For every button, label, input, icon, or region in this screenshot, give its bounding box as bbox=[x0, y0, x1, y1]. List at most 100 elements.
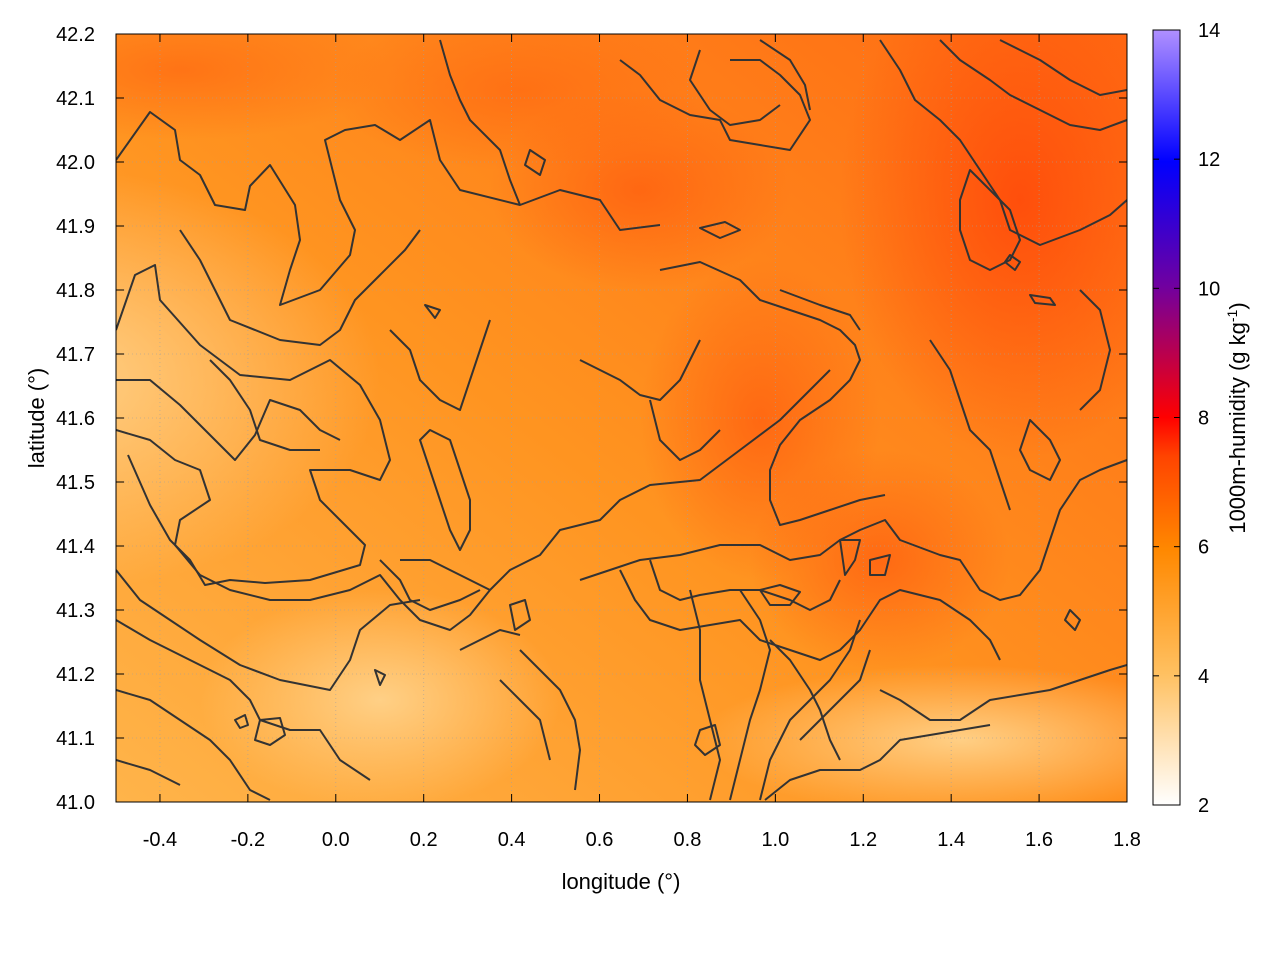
contour-line-30 bbox=[459, 629, 521, 651]
contour-line-24 bbox=[759, 619, 861, 801]
y-tick-label-7: 41.7 bbox=[56, 344, 95, 366]
contour-line-27 bbox=[764, 724, 991, 801]
x-tick-label-5: 0.6 bbox=[586, 829, 614, 851]
contour-line-41 bbox=[1079, 289, 1111, 411]
contour-line-22 bbox=[729, 589, 771, 801]
contour-line-25 bbox=[799, 649, 871, 741]
field-patch-5 bbox=[750, 450, 1010, 670]
contour-line-15 bbox=[999, 39, 1127, 96]
contour-line-46 bbox=[759, 584, 801, 606]
contour-line-10 bbox=[619, 59, 811, 151]
cbar-tick-label-2: 6 bbox=[1198, 537, 1209, 559]
humidity-contours bbox=[116, 39, 1127, 801]
contour-line-33 bbox=[419, 429, 471, 551]
contour-line-4 bbox=[116, 369, 831, 631]
field-patch-6 bbox=[116, 34, 390, 140]
contour-line-29 bbox=[499, 679, 551, 761]
field-patch-1 bbox=[200, 590, 560, 802]
y-tick-label-11: 42.1 bbox=[56, 88, 95, 110]
colorbar-label: 1000m-humidity (g kg-1) bbox=[1224, 302, 1250, 533]
contour-line-28 bbox=[519, 649, 581, 791]
contour-line-20 bbox=[619, 569, 1001, 661]
cbar-tick-label-1: 4 bbox=[1198, 666, 1209, 688]
x-tick-label-11: 1.8 bbox=[1113, 829, 1141, 851]
x-axis-label: longitude (°) bbox=[562, 869, 681, 894]
colorbar-ticks: 2 4 6 8 10 12 14 bbox=[1153, 20, 1220, 817]
contour-line-35 bbox=[579, 339, 701, 401]
field-patch-3 bbox=[840, 34, 1127, 460]
cbar-tick-label-4: 10 bbox=[1198, 278, 1220, 300]
contour-line-11 bbox=[689, 49, 781, 126]
x-tick-label-4: 0.4 bbox=[498, 829, 526, 851]
y-tick-label-9: 41.9 bbox=[56, 216, 95, 238]
colorbar-label-text: 1000m-humidity (g kg bbox=[1225, 322, 1250, 534]
contour-line-32 bbox=[400, 559, 491, 591]
y-tick-label-3: 41.3 bbox=[56, 600, 95, 622]
contour-line-26 bbox=[879, 664, 1127, 721]
contour-line-51 bbox=[509, 599, 531, 631]
x-tick-label-2: 0.0 bbox=[322, 829, 350, 851]
x-tick-label-3: 0.2 bbox=[410, 829, 438, 851]
contour-line-5 bbox=[116, 569, 421, 691]
contour-line-38 bbox=[959, 169, 1021, 271]
x-tick-label-0: -0.4 bbox=[143, 829, 177, 851]
contour-line-17 bbox=[779, 289, 861, 331]
y-tick-label-10: 42.0 bbox=[56, 152, 95, 174]
contour-line-43 bbox=[699, 221, 741, 239]
cbar-tick-label-3: 8 bbox=[1198, 408, 1209, 430]
contour-line-16 bbox=[659, 261, 886, 526]
contour-line-14 bbox=[939, 39, 1127, 131]
y-axis-ticks: 41.0 41.1 41.2 41.3 41.4 41.5 41.6 41.7 41.8 41.9… bbox=[56, 24, 1127, 814]
contour-line-31 bbox=[379, 559, 481, 611]
y-tick-label-12: 42.2 bbox=[56, 24, 95, 46]
contour-line-12 bbox=[759, 39, 811, 111]
contour-line-18 bbox=[579, 459, 1127, 601]
contour-line-3 bbox=[116, 379, 341, 461]
contour-line-54 bbox=[374, 669, 386, 686]
colorbar-label-close: ) bbox=[1225, 302, 1250, 309]
y-tick-label-4: 41.4 bbox=[56, 536, 95, 558]
contour-line-7 bbox=[116, 689, 271, 801]
y-tick-label-1: 41.1 bbox=[56, 728, 95, 750]
x-tick-label-10: 1.6 bbox=[1025, 829, 1053, 851]
x-tick-label-1: -0.2 bbox=[231, 829, 265, 851]
contour-line-0 bbox=[116, 111, 661, 306]
x-tick-label-6: 0.8 bbox=[674, 829, 702, 851]
contour-line-45 bbox=[1029, 294, 1056, 306]
contour-line-23 bbox=[769, 639, 841, 761]
contour-line-42 bbox=[524, 149, 546, 176]
y-tick-label-5: 41.5 bbox=[56, 472, 95, 494]
contour-line-1 bbox=[116, 264, 391, 586]
contour-line-47 bbox=[839, 539, 861, 576]
contour-line-2 bbox=[179, 229, 421, 346]
contour-line-53 bbox=[234, 714, 249, 729]
cbar-tick-label-6: 14 bbox=[1198, 20, 1220, 42]
y-tick-label-0: 41.0 bbox=[56, 792, 95, 814]
contour-line-40 bbox=[929, 339, 1011, 511]
y-tick-label-6: 41.6 bbox=[56, 408, 95, 430]
contour-line-9 bbox=[439, 39, 521, 206]
y-tick-label-8: 41.8 bbox=[56, 280, 95, 302]
contour-line-21 bbox=[689, 589, 721, 801]
cbar-tick-label-0: 2 bbox=[1198, 795, 1209, 817]
field-patch-2 bbox=[700, 665, 1127, 802]
contour-line-39 bbox=[1019, 419, 1061, 481]
x-tick-label-8: 1.2 bbox=[849, 829, 877, 851]
y-axis-label: latitude (°) bbox=[24, 368, 49, 469]
contour-line-50 bbox=[254, 717, 286, 746]
field-patch-8 bbox=[490, 90, 790, 290]
contour-line-36 bbox=[649, 399, 721, 461]
x-axis-ticks: -0.4 -0.2 0.0 0.2 0.4 0.6 0.8 1.0 1.2 1.4 1.6 1.8 bbox=[143, 34, 1141, 851]
x-tick-label-7: 1.0 bbox=[761, 829, 789, 851]
contour-line-6 bbox=[116, 619, 371, 781]
cbar-tick-label-5: 12 bbox=[1198, 149, 1220, 171]
y-tick-label-2: 41.2 bbox=[56, 664, 95, 686]
contour-line-44 bbox=[1004, 254, 1021, 271]
contour-line-52 bbox=[1064, 609, 1081, 631]
contour-line-13 bbox=[879, 39, 1127, 246]
contour-line-49 bbox=[694, 724, 721, 756]
x-tick-label-9: 1.4 bbox=[937, 829, 965, 851]
contour-line-8 bbox=[116, 759, 181, 786]
contour-line-34 bbox=[389, 319, 491, 411]
